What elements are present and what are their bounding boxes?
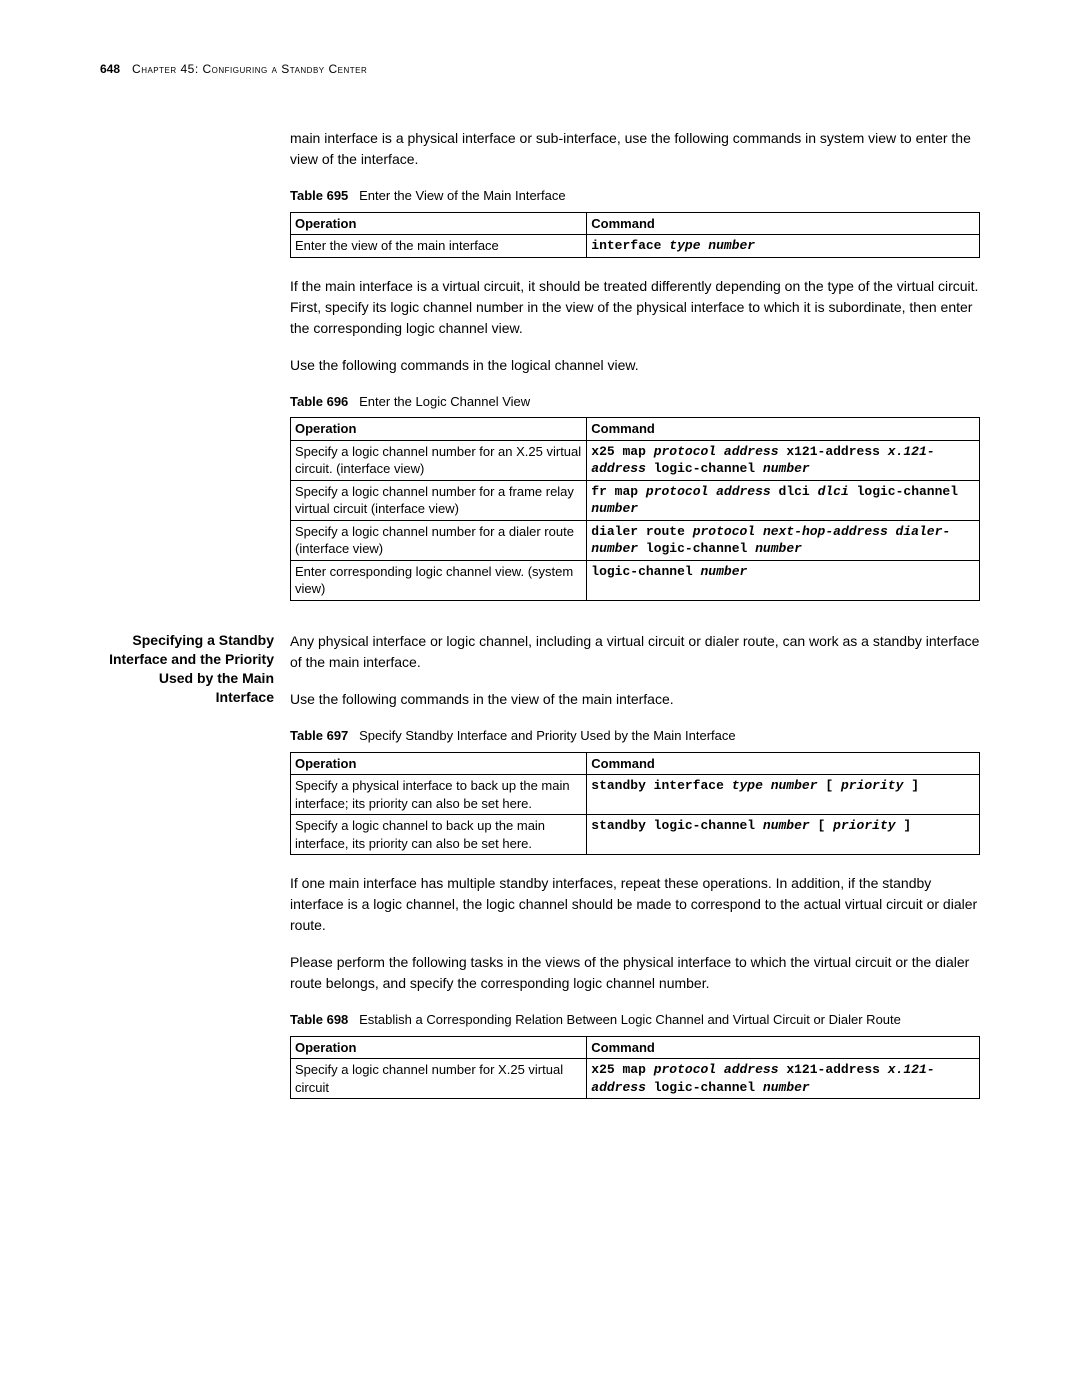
table-body: Enter the view of the main interfaceinte… [291,235,980,258]
operation-cell: Enter corresponding logic channel view. … [291,560,587,600]
table-row: Specify a logic channel to back up the m… [291,815,980,855]
column-header-command: Command [587,418,980,441]
paragraph: Use the following commands in the logica… [290,355,980,376]
table-row: Specify a physical interface to back up … [291,775,980,815]
table-row: Specify a logic channel number for X.25 … [291,1059,980,1099]
table-caption: Table 697 Specify Standby Interface and … [290,726,980,746]
page-number: 648 [100,60,120,78]
column-header-operation: Operation [291,212,587,235]
operation-cell: Specify a logic channel number for an X.… [291,440,587,480]
paragraph: main interface is a physical interface o… [290,128,980,170]
table-row: Specify a logic channel number for an X.… [291,440,980,480]
column-header-operation: Operation [291,752,587,775]
document-page: 648 Chapter 45: Configuring a Standby Ce… [0,0,1080,1397]
column-header-operation: Operation [291,1036,587,1059]
table-label: Table 695 [290,188,348,203]
column-header-command: Command [587,752,980,775]
command-cell: interface type number [587,235,980,258]
table-row: Specify a logic channel number for a fra… [291,480,980,520]
table-body: Specify a physical interface to back up … [291,775,980,855]
table-695: Operation Command Enter the view of the … [290,212,980,258]
table-caption-text: Enter the View of the Main Interface [359,188,565,203]
table-698: Operation Command Specify a logic channe… [290,1036,980,1100]
command-cell: dialer route protocol next-hop-address d… [587,520,980,560]
paragraph: Any physical interface or logic channel,… [290,631,980,673]
operation-cell: Enter the view of the main interface [291,235,587,258]
chapter-title: Chapter 45: Configuring a Standby Center [132,60,367,78]
paragraph: If the main interface is a virtual circu… [290,276,980,339]
table-697: Operation Command Specify a physical int… [290,752,980,856]
table-caption: Table 698 Establish a Corresponding Rela… [290,1010,980,1030]
table-caption: Table 696 Enter the Logic Channel View [290,392,980,412]
table-696: Operation Command Specify a logic channe… [290,417,980,601]
table-label: Table 698 [290,1012,348,1027]
table-label: Table 697 [290,728,348,743]
table-caption-text: Specify Standby Interface and Priority U… [359,728,735,743]
paragraph: Please perform the following tasks in th… [290,952,980,994]
table-body: Specify a logic channel number for an X.… [291,440,980,600]
operation-cell: Specify a logic channel to back up the m… [291,815,587,855]
table-label: Table 696 [290,394,348,409]
paragraph: If one main interface has multiple stand… [290,873,980,936]
command-cell: fr map protocol address dlci dlci logic-… [587,480,980,520]
table-caption-text: Enter the Logic Channel View [359,394,530,409]
operation-cell: Specify a logic channel number for a fra… [291,480,587,520]
column-header-command: Command [587,1036,980,1059]
table-body: Specify a logic channel number for X.25 … [291,1059,980,1099]
operation-cell: Specify a logic channel number for X.25 … [291,1059,587,1099]
command-cell: logic-channel number [587,560,980,600]
table-caption: Table 695 Enter the View of the Main Int… [290,186,980,206]
operation-cell: Specify a logic channel number for a dia… [291,520,587,560]
command-cell: x25 map protocol address x121-address x.… [587,1059,980,1099]
section-heading: Specifying a Standby Interface and the P… [100,631,274,707]
column-header-operation: Operation [291,418,587,441]
table-caption-text: Establish a Corresponding Relation Betwe… [359,1012,901,1027]
operation-cell: Specify a physical interface to back up … [291,775,587,815]
table-row: Enter corresponding logic channel view. … [291,560,980,600]
paragraph: Use the following commands in the view o… [290,689,980,710]
table-row: Enter the view of the main interfaceinte… [291,235,980,258]
page-header: 648 Chapter 45: Configuring a Standby Ce… [100,60,980,78]
table-row: Specify a logic channel number for a dia… [291,520,980,560]
command-cell: x25 map protocol address x121-address x.… [587,440,980,480]
command-cell: standby interface type number [ priority… [587,775,980,815]
column-header-command: Command [587,212,980,235]
command-cell: standby logic-channel number [ priority … [587,815,980,855]
